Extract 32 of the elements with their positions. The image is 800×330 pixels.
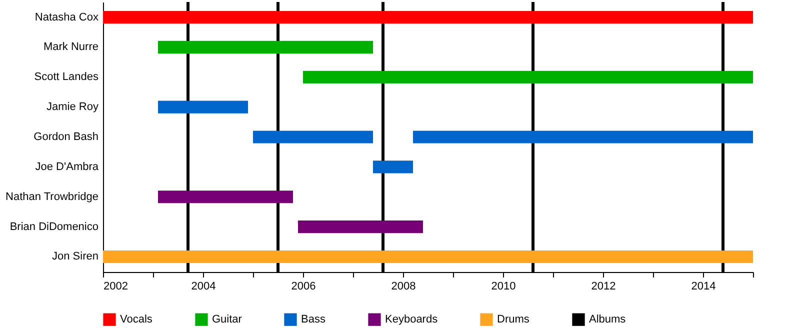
legend-label: Keyboards	[385, 314, 438, 326]
y-tick-label: Jamie Roy	[46, 101, 99, 114]
y-tick-label: Nathan Trowbridge	[6, 190, 98, 203]
bar	[103, 10, 753, 24]
bar	[103, 250, 753, 264]
x-tick-label: 2010	[491, 280, 516, 292]
x-tick-label: 2012	[591, 280, 616, 292]
bar	[303, 70, 753, 84]
bar	[298, 220, 423, 234]
x-tick-label: 2006	[291, 280, 316, 292]
x-tick-label: 2008	[391, 280, 416, 292]
y-tick-label: Brian DiDomenico	[10, 220, 98, 233]
bar	[413, 130, 753, 144]
bar	[373, 160, 413, 174]
bar	[158, 40, 373, 54]
legend-label: Albums	[589, 314, 626, 326]
y-tick-label: Gordon Bash	[34, 131, 98, 143]
x-tick-label: 2014	[691, 280, 716, 292]
legend-label: Guitar	[212, 314, 242, 326]
y-tick-label: Joe D'Ambra	[35, 160, 100, 173]
bar	[253, 130, 373, 144]
x-tick-label: 2002	[104, 280, 128, 292]
y-tick-label: Scott Landes	[34, 71, 99, 84]
bar	[158, 100, 248, 114]
legend-label: Bass	[301, 314, 326, 326]
y-tick-label: Natasha Cox	[34, 11, 99, 24]
x-tick-label: 2004	[191, 280, 216, 292]
legend-label: Vocals	[120, 314, 153, 326]
y-tick-label: Mark Nurre	[43, 41, 98, 54]
legend-label: Drums	[497, 314, 530, 326]
bar	[158, 190, 293, 204]
y-tick-label: Jon Siren	[52, 250, 98, 263]
